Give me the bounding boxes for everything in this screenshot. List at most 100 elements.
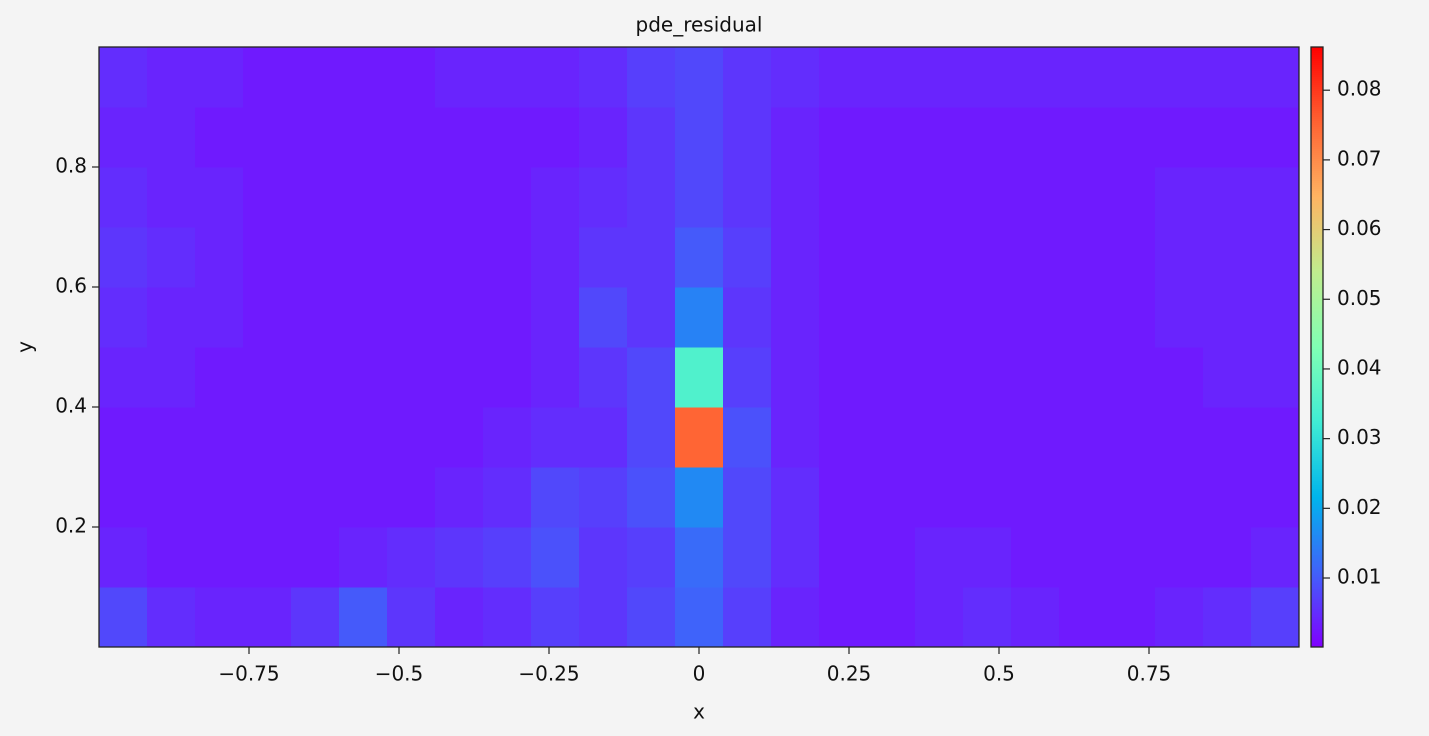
colorbar-band — [1311, 631, 1323, 634]
colorbar-band — [1311, 559, 1323, 562]
colorbar-band — [1311, 483, 1323, 486]
heatmap-cell — [1155, 347, 1204, 408]
heatmap-cell — [147, 527, 196, 588]
heatmap-cell — [435, 107, 484, 168]
colorbar-band — [1311, 505, 1323, 508]
colorbar-band — [1311, 365, 1323, 368]
heatmap-cell — [1251, 407, 1300, 468]
colorbar-band — [1311, 99, 1323, 102]
colorbar-band — [1311, 379, 1323, 382]
colorbar-band — [1311, 381, 1323, 384]
colorbar-band — [1311, 605, 1323, 608]
colorbar-band — [1311, 511, 1323, 514]
colorbar-band — [1311, 563, 1323, 566]
heatmap-cell — [1203, 587, 1252, 648]
heatmap-cell — [963, 527, 1012, 588]
colorbar-band — [1311, 581, 1323, 584]
colorbar-band — [1311, 327, 1323, 330]
heatmap-cell — [99, 587, 148, 648]
colorbar-band — [1311, 137, 1323, 140]
colorbar-band — [1311, 595, 1323, 598]
colorbar-band — [1311, 435, 1323, 438]
heatmap-cell — [963, 47, 1012, 108]
colorbar-band — [1311, 75, 1323, 78]
heatmap-cell — [1203, 407, 1252, 468]
heatmap-cell — [531, 167, 580, 228]
colorbar-band — [1311, 415, 1323, 418]
colorbar-band — [1311, 185, 1323, 188]
colorbar-band — [1311, 439, 1323, 442]
colorbar-band — [1311, 243, 1323, 246]
heatmap-cell — [1011, 407, 1060, 468]
colorbar-band — [1311, 317, 1323, 320]
heatmap-cell — [147, 587, 196, 648]
colorbar-band — [1311, 191, 1323, 194]
heatmap-cell — [1155, 47, 1204, 108]
heatmap-cell — [627, 107, 676, 168]
colorbar-band — [1311, 421, 1323, 424]
heatmap-cell — [243, 407, 292, 468]
colorbar-band — [1311, 345, 1323, 348]
colorbar-band — [1311, 431, 1323, 434]
colorbar-band — [1311, 449, 1323, 452]
colorbar-band — [1311, 133, 1323, 136]
heatmap-cell — [1059, 407, 1108, 468]
heatmap-cell — [1251, 47, 1300, 108]
colorbar-band — [1311, 357, 1323, 360]
heatmap-cell — [723, 47, 772, 108]
colorbar-band — [1311, 377, 1323, 380]
colorbar-band — [1311, 169, 1323, 172]
colorbar-band — [1311, 535, 1323, 538]
colorbar-band — [1311, 315, 1323, 318]
colorbar-band — [1311, 373, 1323, 376]
heatmap-cell — [1107, 467, 1156, 528]
heatmap-cell — [387, 47, 436, 108]
heatmap-cell — [1155, 527, 1204, 588]
colorbar-band — [1311, 175, 1323, 178]
heatmap-cell — [243, 47, 292, 108]
heatmap-cell — [1107, 287, 1156, 348]
colorbar-band — [1311, 599, 1323, 602]
colorbar-tick-label: 0.05 — [1337, 286, 1382, 310]
colorbar-band — [1311, 255, 1323, 258]
colorbar-band — [1311, 125, 1323, 128]
heatmap-cell — [291, 347, 340, 408]
heatmap-cell — [435, 167, 484, 228]
colorbar-band — [1311, 221, 1323, 224]
x-tick-label: 0.5 — [983, 662, 1015, 686]
heatmap-cell — [435, 227, 484, 288]
colorbar-band — [1311, 531, 1323, 534]
heatmap-cell — [915, 347, 964, 408]
heatmap-cell — [483, 227, 532, 288]
heatmap-cell — [1059, 587, 1108, 648]
colorbar-band — [1311, 385, 1323, 388]
colorbar-band — [1311, 333, 1323, 336]
colorbar-band — [1311, 527, 1323, 530]
colorbar-band — [1311, 113, 1323, 116]
colorbar-band — [1311, 229, 1323, 232]
colorbar-band — [1311, 239, 1323, 242]
heatmap-cell — [675, 527, 724, 588]
heatmap-cell — [99, 407, 148, 468]
heatmap-cell — [195, 587, 244, 648]
heatmap-cell — [1011, 167, 1060, 228]
colorbar-band — [1311, 271, 1323, 274]
heatmap-cell — [1107, 347, 1156, 408]
heatmap-cell — [387, 467, 436, 528]
colorbar-band — [1311, 515, 1323, 518]
colorbar-band — [1311, 183, 1323, 186]
heatmap-cell — [531, 527, 580, 588]
heatmap-cell — [867, 47, 916, 108]
colorbar-band — [1311, 457, 1323, 460]
colorbar-band — [1311, 425, 1323, 428]
heatmap-cell — [1107, 107, 1156, 168]
heatmap-cell — [1059, 467, 1108, 528]
heatmap-cell — [723, 527, 772, 588]
colorbar-band — [1311, 517, 1323, 520]
heatmap-cell — [195, 467, 244, 528]
colorbar-band — [1311, 451, 1323, 454]
colorbar-band — [1311, 549, 1323, 552]
colorbar-band — [1311, 409, 1323, 412]
heatmap-cell — [387, 587, 436, 648]
heatmap-cell — [1203, 527, 1252, 588]
